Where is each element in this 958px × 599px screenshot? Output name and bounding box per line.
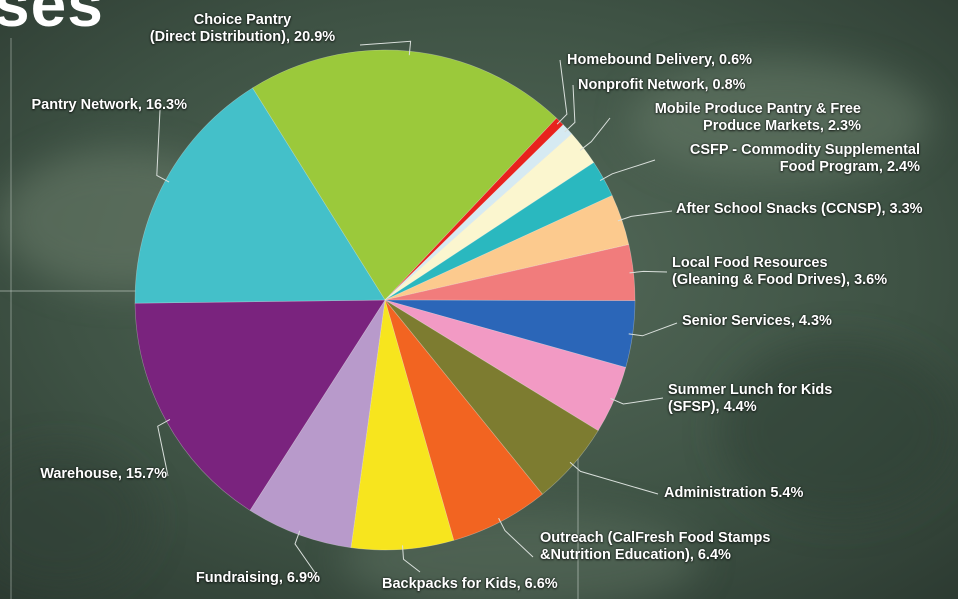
slice-label-line: Choice Pantry [193, 12, 292, 28]
slice-label-line: Fundraising, 6.9% [195, 570, 320, 586]
slice-label-line: Homebound Delivery, 0.6% [567, 52, 753, 68]
slice-label-line: Pantry Network, 16.3% [31, 97, 187, 113]
page-heading-fragment: ses [0, 0, 104, 40]
slice-label-summer-lunch-for-kids: Summer Lunch for Kids (SFSP), 4.4% [668, 382, 868, 416]
slice-label-line: Warehouse, 15.7% [40, 466, 167, 482]
leader-line-after-school-snacks-ccnsp-3-3 [617, 210, 673, 222]
slice-label-warehouse-15-7: Warehouse, 15.7% [17, 466, 167, 483]
slice-label-line: Local Food Resources [672, 255, 828, 271]
slice-label-mobile-produce-pantry-free: Mobile Produce Pantry & Free Produce Mark… [616, 101, 861, 135]
leader-line-homebound-delivery-0-6 [556, 59, 568, 125]
leader-line-senior-services-4-3 [628, 322, 678, 337]
slice-label-fundraising-6-9: Fundraising, 6.9% [170, 570, 320, 587]
slice-label-line: (Direct Distribution), 20.9% [149, 29, 336, 45]
slice-label-line: Administration 5.4% [664, 485, 804, 501]
slice-label-line: Produce Markets, 2.3% [703, 118, 861, 134]
leader-line-fundraising-6-9 [294, 530, 319, 578]
leader-line-warehouse-15-7 [157, 418, 171, 477]
slice-label-line: Backpacks for Kids, 6.6% [382, 576, 558, 592]
slice-label-line: Outreach (CalFresh Food Stamps [540, 530, 771, 546]
slice-label-nonprofit-network-0-8: Nonprofit Network, 0.8% [578, 77, 808, 94]
leader-line-local-food-resources [629, 270, 668, 274]
slice-label-line: Food Program, 2.4% [779, 159, 920, 175]
slice-label-local-food-resources: Local Food Resources (Gleaning & Food Dri… [672, 255, 922, 289]
leader-line-outreach-calfresh-food-stamps [498, 517, 534, 558]
leader-line-summer-lunch-for-kids [610, 397, 664, 405]
slice-label-senior-services-4-3: Senior Services, 4.3% [682, 313, 882, 330]
leader-lines [156, 40, 678, 578]
slice-label-line: Nonprofit Network, 0.8% [578, 77, 746, 93]
leader-line-csfp-commodity-supplemental [599, 159, 656, 182]
slice-label-after-school-snacks-ccnsp-3-3: After School Snacks (CCNSP), 3.3% [676, 201, 956, 218]
slice-label-line: After School Snacks (CCNSP), 3.3% [676, 201, 923, 217]
leader-line-backpacks-for-kids-6-6 [402, 545, 421, 573]
slice-label-line: CSFP - Commodity Supplemental [689, 142, 920, 158]
slice-label-choice-pantry: Choice Pantry (Direct Distribution), 20.9… [130, 12, 355, 46]
slice-label-administration-5-4: Administration 5.4% [664, 485, 864, 502]
leader-line-administration-5-4 [569, 461, 659, 495]
slice-label-line: Senior Services, 4.3% [682, 313, 832, 329]
slice-label-line: Summer Lunch for Kids [668, 382, 833, 398]
slice-label-line: (SFSP), 4.4% [668, 399, 757, 415]
slice-label-backpacks-for-kids-6-6: Backpacks for Kids, 6.6% [382, 576, 582, 593]
slice-label-line: &Nutrition Education), 6.4% [540, 547, 731, 563]
slice-label-line: Mobile Produce Pantry & Free [654, 101, 861, 117]
leader-line-choice-pantry [359, 40, 412, 56]
slice-label-line: (Gleaning & Food Drives), 3.6% [672, 272, 888, 288]
slice-label-outreach-calfresh-food-stamps: Outreach (CalFresh Food Stamps &Nutrition… [540, 530, 810, 564]
leader-line-pantry-network-16-3 [156, 109, 170, 183]
leader-line-mobile-produce-pantry-free [579, 117, 611, 151]
slice-label-pantry-network-16-3: Pantry Network, 16.3% [12, 97, 187, 114]
leader-line-nonprofit-network-0-8 [564, 84, 576, 133]
slice-label-csfp-commodity-supplemental: CSFP - Commodity Supplemental Food Progra… [660, 142, 920, 176]
slice-label-homebound-delivery-0-6: Homebound Delivery, 0.6% [567, 52, 797, 69]
pie-slices [134, 49, 636, 551]
